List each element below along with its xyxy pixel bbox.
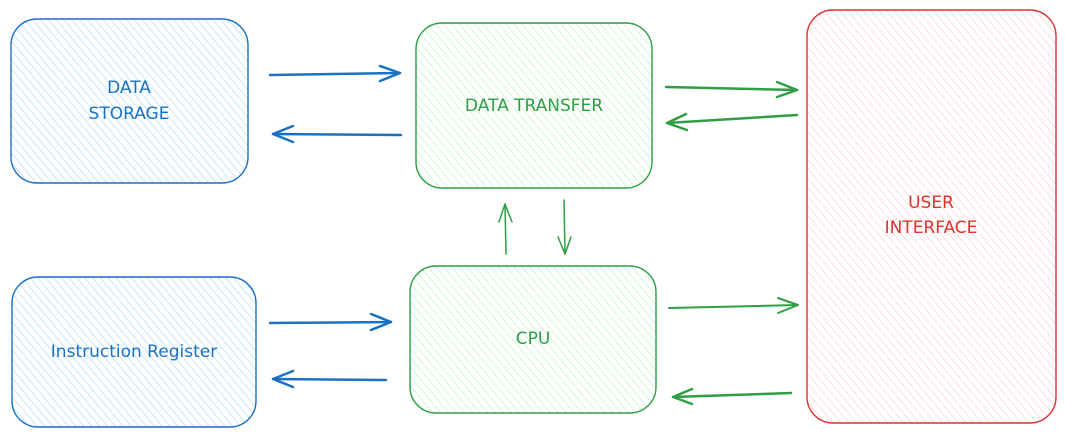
arrow-transfer-to-storage bbox=[271, 124, 403, 144]
arrow-register-to-cpu bbox=[268, 312, 393, 332]
cpu-box bbox=[409, 265, 657, 414]
arrow-storage-to-transfer bbox=[268, 64, 402, 83]
arrow-ui-to-transfer bbox=[665, 112, 799, 132]
data-storage-node[interactable]: DATA STORAGE bbox=[10, 18, 249, 184]
data-storage-label-line2: STORAGE bbox=[89, 104, 170, 124]
data-transfer-node[interactable]: DATA TRANSFER bbox=[415, 22, 653, 189]
arrow-cpu-to-register bbox=[271, 369, 388, 389]
data-transfer-box bbox=[415, 22, 653, 189]
user-interface-label-line1: USER bbox=[908, 193, 954, 213]
arrow-cpu-to-ui bbox=[668, 297, 799, 314]
cpu-label: CPU bbox=[516, 329, 551, 349]
data-transfer-label: DATA TRANSFER bbox=[465, 96, 603, 116]
arrow-ui-to-cpu bbox=[671, 387, 793, 406]
data-storage-label-line1: DATA bbox=[107, 78, 151, 98]
arrow-cpu-to-transfer bbox=[498, 203, 513, 255]
instruction-register-node[interactable]: Instruction Register bbox=[11, 276, 257, 428]
arrow-transfer-to-ui bbox=[664, 80, 799, 99]
instruction-register-box bbox=[11, 276, 257, 428]
user-interface-node[interactable]: USER INTERFACE bbox=[806, 9, 1057, 424]
instruction-register-label: Instruction Register bbox=[51, 342, 217, 362]
user-interface-box bbox=[806, 9, 1057, 424]
data-storage-box bbox=[10, 18, 249, 184]
cpu-node[interactable]: CPU bbox=[409, 265, 657, 414]
user-interface-label-line2: INTERFACE bbox=[885, 218, 978, 238]
arrow-transfer-to-cpu bbox=[557, 199, 572, 255]
